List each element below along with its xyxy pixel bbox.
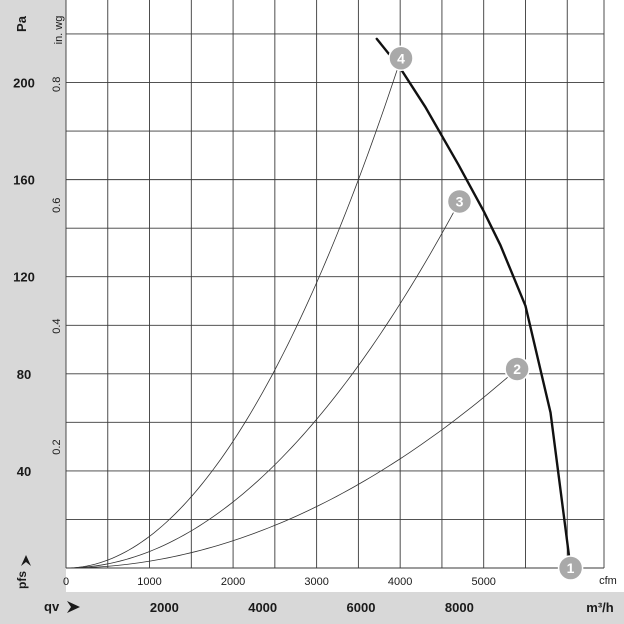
x-inner-tick-label: 3000 xyxy=(304,576,328,588)
x-inner-tick-label: 0 xyxy=(63,576,69,588)
operating-point-marker-1: 1 xyxy=(557,555,584,581)
marker-circle xyxy=(446,188,473,215)
y-tick-label: 80 xyxy=(17,367,31,382)
marker-label: 4 xyxy=(397,50,405,66)
x-inner-unit-label: cfm xyxy=(599,575,617,587)
operating-point-marker-4: 4 xyxy=(388,45,414,72)
marker-circle xyxy=(557,555,584,581)
y-inner-unit-label: in. wg xyxy=(53,16,65,45)
x-inner-tick-label: 4000 xyxy=(388,576,412,588)
y-tick-label: 160 xyxy=(13,173,35,188)
fan-curve xyxy=(375,37,572,570)
y-inner-tick-label: 0.8 xyxy=(51,77,63,92)
operating-point-marker-3: 3 xyxy=(446,188,473,215)
bottom-axis-band-overlay xyxy=(0,592,624,624)
y-tick-label: 120 xyxy=(13,270,35,285)
left-axis-band xyxy=(0,0,66,624)
x-bottom-tick-label: 6000 xyxy=(347,600,376,615)
x-bottom-tick-label: 2000 xyxy=(150,600,179,615)
y-tick-label: 40 xyxy=(17,464,31,479)
x-axis-symbol: qv xyxy=(44,599,60,614)
x-inner-tick-label: 1000 xyxy=(137,576,161,588)
system-curve-3 xyxy=(65,201,460,569)
x-axis-arrow xyxy=(67,601,80,613)
y-inner-tick-label: 0.4 xyxy=(51,319,63,334)
x-bottom-tick-label: 8000 xyxy=(445,600,474,615)
y-inner-tick-label: 0.6 xyxy=(51,198,63,213)
marker-label: 3 xyxy=(456,193,464,209)
y-tick-label: 200 xyxy=(13,76,35,91)
x-inner-tick-label: 5000 xyxy=(471,576,495,588)
label-layer: Pa in. wg cfm pfs qv m³/h 40801201602000… xyxy=(13,15,617,615)
operating-point-marker-2: 2 xyxy=(504,356,530,382)
right-margin xyxy=(604,0,624,624)
x-bottom-tick-label: 4000 xyxy=(248,600,277,615)
x-inner-tick-label: 2000 xyxy=(221,576,245,588)
x-bottom-unit-label: m³/h xyxy=(586,600,614,615)
marker-label: 2 xyxy=(513,361,521,377)
grid-layer xyxy=(65,0,605,569)
y-axis-symbol: pfs xyxy=(15,571,29,589)
system-curve-4 xyxy=(65,58,402,569)
marker-label: 1 xyxy=(567,560,575,576)
curve-layer xyxy=(65,37,572,570)
y-inner-tick-label: 0.2 xyxy=(51,439,63,454)
marker-circle xyxy=(504,356,530,382)
marker-circle xyxy=(388,45,414,72)
y-axis-arrow xyxy=(21,555,31,566)
y-unit-label: Pa xyxy=(14,15,29,32)
system-curve-2 xyxy=(65,368,518,569)
marker-layer: 1 2 3 4 xyxy=(388,45,584,581)
